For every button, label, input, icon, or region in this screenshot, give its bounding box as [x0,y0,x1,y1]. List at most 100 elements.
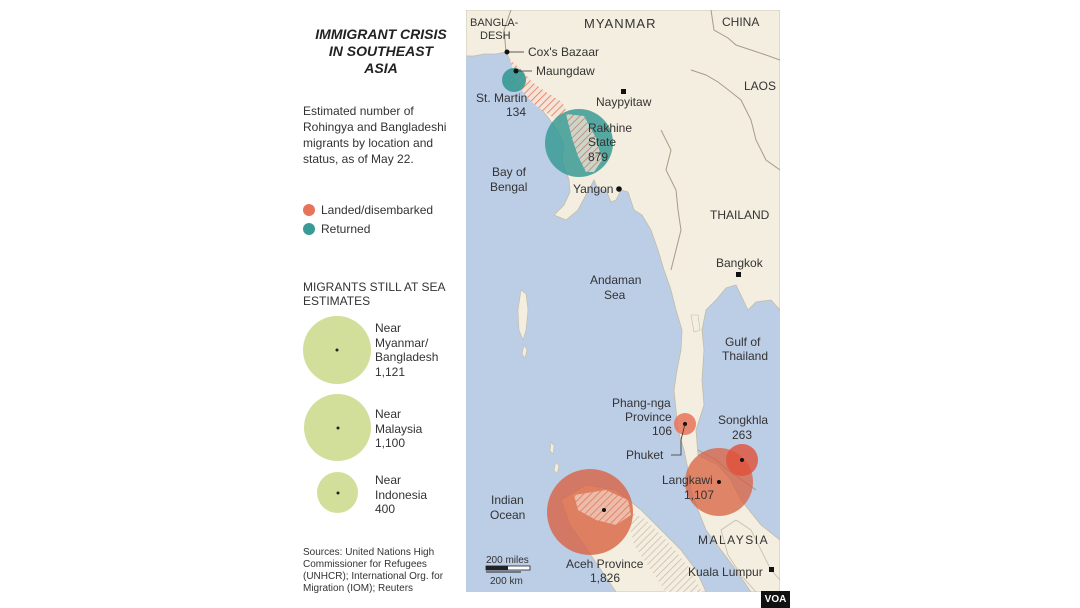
label-bangladesh-2: DESH [480,30,511,42]
sea-label-value: 1,100 [375,436,406,450]
sea-heading-line: ESTIMATES [303,294,371,308]
bangkok-marker [736,272,741,277]
coxs-marker [504,49,510,55]
value-phangnga: 106 [652,424,672,438]
label-bay-2: Bengal [490,180,527,194]
label-thailand: THAILAND [710,208,770,222]
subtitle: Estimated number of Rohingya and Banglad… [303,103,465,167]
city-labels: Cox's Bazaar Maungdaw Naypyitaw Yangon B… [528,45,764,579]
sea-label-line: Near [375,473,402,487]
label-coxs: Cox's Bazaar [528,45,599,59]
label-phangnga-2: Province [625,410,672,424]
sea-label-line: Near [375,321,402,335]
andaman-islands [517,289,529,341]
sea-heading-line: MIGRANTS STILL AT SEA [303,280,446,294]
legend-landed: Landed/disembarked [303,203,433,217]
value-rakhine: 879 [588,150,608,164]
legend-landed-label: Landed/disembarked [321,203,434,217]
sea-label-line: Bangladesh [375,350,439,364]
malaysia-coast [720,519,780,592]
label-rakhine-2: State [588,135,616,149]
label-andaman-1: Andaman [590,273,641,287]
label-indian-2: Ocean [490,508,525,522]
label-kuala: Kuala Lumpur [688,565,763,579]
rakhine-overlay-hatch [566,114,602,172]
voa-logo: VOA [761,591,790,608]
yangon-marker [616,186,622,192]
scale-km-label: 200 km [490,576,523,587]
aceh-overlay-hatch [574,490,631,525]
map: BANGLA- DESH MYANMAR CHINA LAOS THAILAND… [466,10,780,592]
label-indian-1: Indian [491,493,524,507]
label-maungdaw: Maungdaw [536,64,595,78]
sea-estimates-heading: MIGRANTS STILL AT SEA ESTIMATES [303,280,465,308]
subtitle-line: status, as of May 22. [303,152,414,166]
songkhla-marker [740,458,744,462]
label-laos: LAOS [744,79,776,93]
label-malaysia: MALAYSIA [698,533,769,547]
sea-circle-indonesia [317,472,358,513]
label-phangnga-1: Phang-nga [612,396,671,410]
label-gulf-2: Thailand [722,349,768,363]
label-gulf-1: Gulf of [725,335,761,349]
title-line: IMMIGRANT CRISIS [315,26,447,42]
naypyitaw-marker [621,89,626,94]
sources-line: (UNHCR); International Org. for [303,571,444,582]
label-yangon: Yangon [573,182,613,196]
label-stmartin: St. Martin [476,91,527,105]
subtitle-line: Estimated number of [303,104,414,118]
label-bangladesh: BANGLA- [470,17,519,29]
label-bangkok: Bangkok [716,256,764,270]
legend-landed-swatch [303,204,315,216]
label-naypyitaw: Naypyitaw [596,95,652,109]
water-labels: Bay of Bengal Andaman Sea Gulf of Thaila… [490,165,768,522]
label-bay-1: Bay of [492,165,527,179]
chart-title: IMMIGRANT CRISIS IN SOUTHEAST ASIA [296,26,466,77]
maungdaw-marker [513,68,519,74]
subtitle-line: Rohingya and Bangladeshi [303,120,447,134]
langkawi-marker [717,480,721,484]
sources-line: Sources: United Nations High [303,547,435,558]
title-line: ASIA [364,60,398,76]
sea-circle-myanmar [303,316,371,384]
sea-label-line: Near [375,407,402,421]
scale-bar: 200 miles 200 km [485,555,531,587]
scale-miles-label: 200 miles [486,555,529,566]
label-andaman-2: Sea [604,288,626,302]
stmartin-circle [502,68,526,92]
label-songkhla: Songkhla [718,413,768,427]
location-labels: St. Martin 134 Rakhine State 879 Phang-n… [476,91,768,585]
kuala-marker [769,567,774,572]
sources-note: Sources: United Nations High Commissione… [303,547,465,595]
label-china: CHINA [722,15,759,29]
label-phuket: Phuket [626,448,664,462]
sea-label-value: 1,121 [375,364,406,379]
andaman-islands-2 [521,344,528,359]
value-aceh: 1,826 [590,571,620,585]
value-stmartin: 134 [506,105,526,119]
subtitle-line: migrants by location and [303,136,434,150]
legend-returned: Returned [303,222,370,236]
sumatra-hatch [626,510,702,592]
sea-label-malaysia: Near Malaysia 1,100 [375,407,422,451]
leader-lines [509,51,686,456]
value-songkhla: 263 [732,428,752,442]
value-langkawi: 1,107 [684,488,714,502]
sea-label-myanmar: Near Myanmar/ Bangladesh 1,121 [375,321,438,379]
city-markers [504,49,774,572]
sea-label-line: Myanmar/ [375,335,429,350]
title-line: IN SOUTHEAST [328,43,434,59]
sources-line: Commissioner for Refugees [303,559,427,570]
island-small [690,314,701,333]
label-rakhine-1: Rakhine [588,121,632,135]
nicobar-islands [549,441,560,475]
sources-line: Migration (IOM); Reuters [303,583,414,594]
legend-returned-swatch [303,223,315,235]
sea-label-line: Malaysia [375,421,423,436]
label-langkawi: Langkawi [662,473,713,487]
sea-label-value: 400 [375,502,396,516]
scale-bar-fill [486,566,508,570]
label-aceh: Aceh Province [566,557,644,571]
country-labels: BANGLA- DESH MYANMAR CHINA LAOS THAILAND… [470,15,776,547]
sea-circle-malaysia [304,394,371,461]
